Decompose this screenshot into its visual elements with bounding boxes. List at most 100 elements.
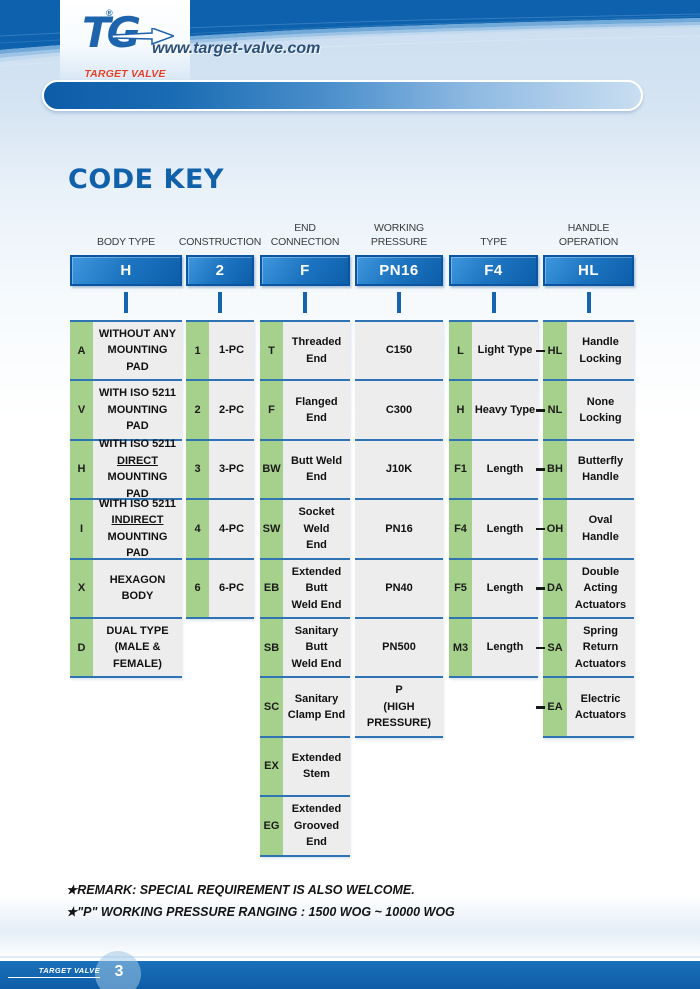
row-desc: DUAL TYPE (MALE & FEMALE) [93,618,182,677]
row-code: 6 [186,559,209,617]
table-row: F4 Length [449,500,538,560]
table-row: BH Butterfly Handle [536,440,634,501]
table-row: SW Socket Weld End [260,500,350,560]
row-desc: Butterfly Handle [567,440,634,499]
row-desc: 4-PC [209,500,254,558]
row-code: H [70,440,93,499]
table-row: C150 [355,322,443,382]
code-box: F [260,255,350,286]
code-box: HL [543,255,634,286]
row-desc: Handle Locking [567,322,634,380]
row-desc: Heavy Type [472,381,538,439]
table-row: D DUAL TYPE (MALE & FEMALE) [70,618,182,679]
table-row: NL None Locking [536,381,634,441]
code-box: H [70,255,182,286]
table-row: EG Extended Grooved End [260,797,350,857]
table-row: J10K [355,440,443,501]
row-desc: PN16 [355,500,443,558]
row-desc: PN40 [355,559,443,617]
table-row: SC Sanitary Clamp End [260,678,350,738]
table-row: SA Spring Return Actuators [536,618,634,679]
remark-line: ★"P" WORKING PRESSURE RANGING : 1500 WOG… [66,905,455,919]
row-desc: C300 [355,381,443,439]
logo-arrow-icon [112,28,174,46]
row-desc: 6-PC [209,559,254,617]
table-row: SB Sanitary Butt Weld End [260,618,350,679]
row-code: 3 [186,440,209,499]
page-title: CODE KEY [68,164,224,195]
table-row: BW Butt Weld End [260,440,350,501]
columns-area: BODY TYPE H A WITHOUT ANY MOUNTING PAD V WITH … [0,212,700,872]
registered-mark-icon: ® [106,8,113,18]
table-row: 1 1-PC [186,322,254,382]
row-desc: Length [472,440,538,499]
row-desc: Length [472,559,538,617]
row-code: 4 [186,500,209,558]
row-desc: Butt Weld End [283,440,350,499]
table-row: 3 3-PC [186,440,254,501]
row-desc: 3-PC [209,440,254,499]
row-code: SW [260,500,283,558]
row-desc: Electric Actuators [567,678,634,736]
row-code: L [449,322,472,380]
table-row: OH Oval Handle [536,500,634,560]
table-row: 2 2-PC [186,381,254,441]
column-body-type: BODY TYPE H A WITHOUT ANY MOUNTING PAD V WITH … [70,212,182,679]
row-code: SA [543,618,567,677]
code-table: 1 1-PC 2 2-PC 3 3-PC 4 4-PC 6 6-PC [186,320,254,619]
row-desc: 1-PC [209,322,254,380]
row-desc: 2-PC [209,381,254,439]
row-desc: Double Acting Actuators [567,559,634,617]
column-label: WORKING PRESSURE [370,221,428,249]
dash-connector [536,409,545,412]
row-code: X [70,559,93,617]
table-row: H Heavy Type [449,381,538,441]
table-row: 4 4-PC [186,500,254,560]
connector-line [124,292,128,313]
row-code: A [70,322,93,380]
table-row: C300 [355,381,443,441]
dash-connector [536,646,545,650]
connector-line [218,292,222,313]
row-code: OH [543,500,567,558]
site-url[interactable]: www.target-valve.com [152,40,321,57]
row-desc: C150 [355,322,443,380]
table-row: F1 Length [449,440,538,501]
row-desc: Extended Butt Weld End [283,559,350,617]
dash-connector [536,349,545,353]
row-code: SC [260,678,283,736]
company-logo: TG ® TARGET VALVE [60,6,190,80]
row-desc: HEXAGON BODY [93,559,182,617]
table-row: EB Extended Butt Weld End [260,559,350,619]
table-row: V WITH ISO 5211 MOUNTING PAD [70,381,182,441]
row-desc: WITHOUT ANY MOUNTING PAD [93,322,182,380]
row-desc: PN500 [355,618,443,677]
connector-line [586,292,591,313]
row-code: F1 [449,440,472,499]
table-row: F Flanged End [260,381,350,441]
row-code: I [70,500,93,558]
row-code: H [449,381,472,439]
row-code: T [260,322,283,380]
row-desc: Sanitary Clamp End [283,678,350,736]
footer-page-number: 3 [114,963,124,980]
code-table: C150 C300 J10K PN16 PN40 PN500 P (HIGH PRESSURE… [355,320,443,738]
row-desc: P (HIGH PRESSURE) [355,678,443,736]
row-desc: Length [472,500,538,558]
column-label: END CONNECTION [270,221,340,249]
table-row: A WITHOUT ANY MOUNTING PAD [70,322,182,382]
column-label: HANDLE OPERATION [558,221,619,249]
table-row: P (HIGH PRESSURE) [355,678,443,738]
row-code: 2 [186,381,209,439]
table-row: PN40 [355,559,443,619]
code-box: 2 [186,255,254,286]
row-code: NL [543,381,567,439]
table-row: 6 6-PC [186,559,254,619]
table-row: PN500 [355,618,443,679]
footer-circle-decoration [95,951,141,989]
table-row: M3 Length [449,618,538,679]
row-desc: Light Type [472,322,538,380]
row-code: V [70,381,93,439]
code-table: T Threaded End F Flanged End BW Butt Weld End… [260,320,350,857]
